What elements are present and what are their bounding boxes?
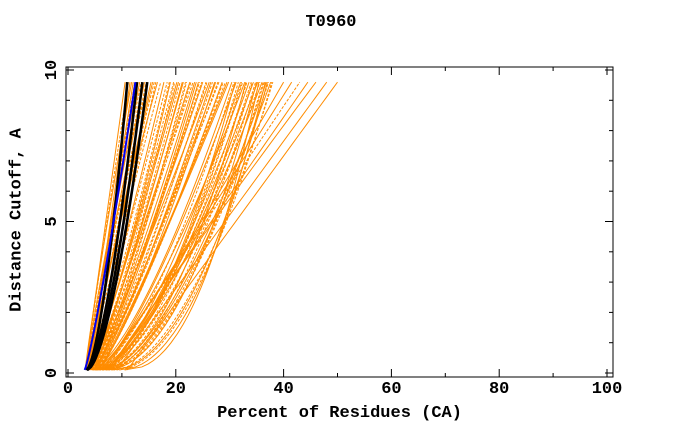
server-models-orange-curve bbox=[91, 81, 196, 371]
server-models-orange-curve bbox=[92, 81, 233, 371]
x-tick-label: 20 bbox=[166, 380, 186, 399]
server-models-orange-curve bbox=[94, 81, 208, 371]
server-models-orange-curve bbox=[126, 81, 338, 371]
y-axis-title: Distance Cutoff, A bbox=[7, 128, 27, 312]
server-models-orange-curve bbox=[97, 81, 224, 371]
server-models-orange-curve bbox=[102, 81, 265, 371]
x-tick-label: 60 bbox=[381, 380, 401, 399]
server-models-orange-curve bbox=[93, 81, 246, 371]
server-models-orange-curve bbox=[92, 81, 203, 371]
plot-border bbox=[65, 66, 614, 378]
server-models-orange-curve bbox=[87, 82, 176, 371]
server-models-orange-curve bbox=[97, 81, 228, 371]
server-models-orange-curve bbox=[89, 82, 134, 371]
reference-model-blue-curve bbox=[83, 81, 137, 371]
x-tick-label: 80 bbox=[489, 380, 509, 399]
server-models-orange-curve bbox=[92, 81, 236, 371]
server-models-orange-curve bbox=[99, 81, 285, 371]
highlighted-models-black-curve bbox=[86, 81, 149, 371]
server-models-orange-curve bbox=[105, 81, 244, 371]
server-models-orange-curve bbox=[100, 81, 263, 371]
highlighted-models-black-curve bbox=[85, 82, 129, 371]
server-models-orange-curve bbox=[90, 81, 192, 371]
x-tick-label: 100 bbox=[592, 380, 623, 399]
server-models-orange-curve bbox=[96, 81, 219, 371]
x-tick-label: 40 bbox=[273, 380, 293, 399]
server-models-orange-curve bbox=[108, 81, 309, 371]
x-axis-title: Percent of Residues (CA) bbox=[217, 404, 462, 423]
y-tick-label: 10 bbox=[43, 60, 62, 80]
server-models-orange-curve bbox=[97, 81, 207, 371]
server-models-orange-curve bbox=[110, 81, 317, 371]
server-models-orange-curve bbox=[102, 81, 241, 371]
server-models-orange-curve bbox=[110, 81, 272, 371]
y-tick-label: 0 bbox=[43, 368, 62, 378]
server-models-orange-curve bbox=[95, 81, 243, 371]
server-models-orange-curve bbox=[116, 81, 328, 371]
server-models-orange-curve bbox=[102, 81, 293, 371]
server-models-orange-curve bbox=[94, 81, 212, 371]
server-models-orange-curve bbox=[124, 82, 260, 371]
chart-title: T0960 bbox=[305, 13, 357, 32]
x-tick-label: 0 bbox=[63, 380, 73, 399]
server-models-orange-curve bbox=[94, 81, 188, 371]
highlighted-models-black-curve bbox=[85, 81, 139, 371]
server-models-orange-curve bbox=[102, 81, 253, 371]
y-tick-label: 5 bbox=[43, 216, 62, 226]
server-models-orange-curve bbox=[105, 81, 301, 371]
server-models-orange-curve bbox=[92, 81, 199, 371]
